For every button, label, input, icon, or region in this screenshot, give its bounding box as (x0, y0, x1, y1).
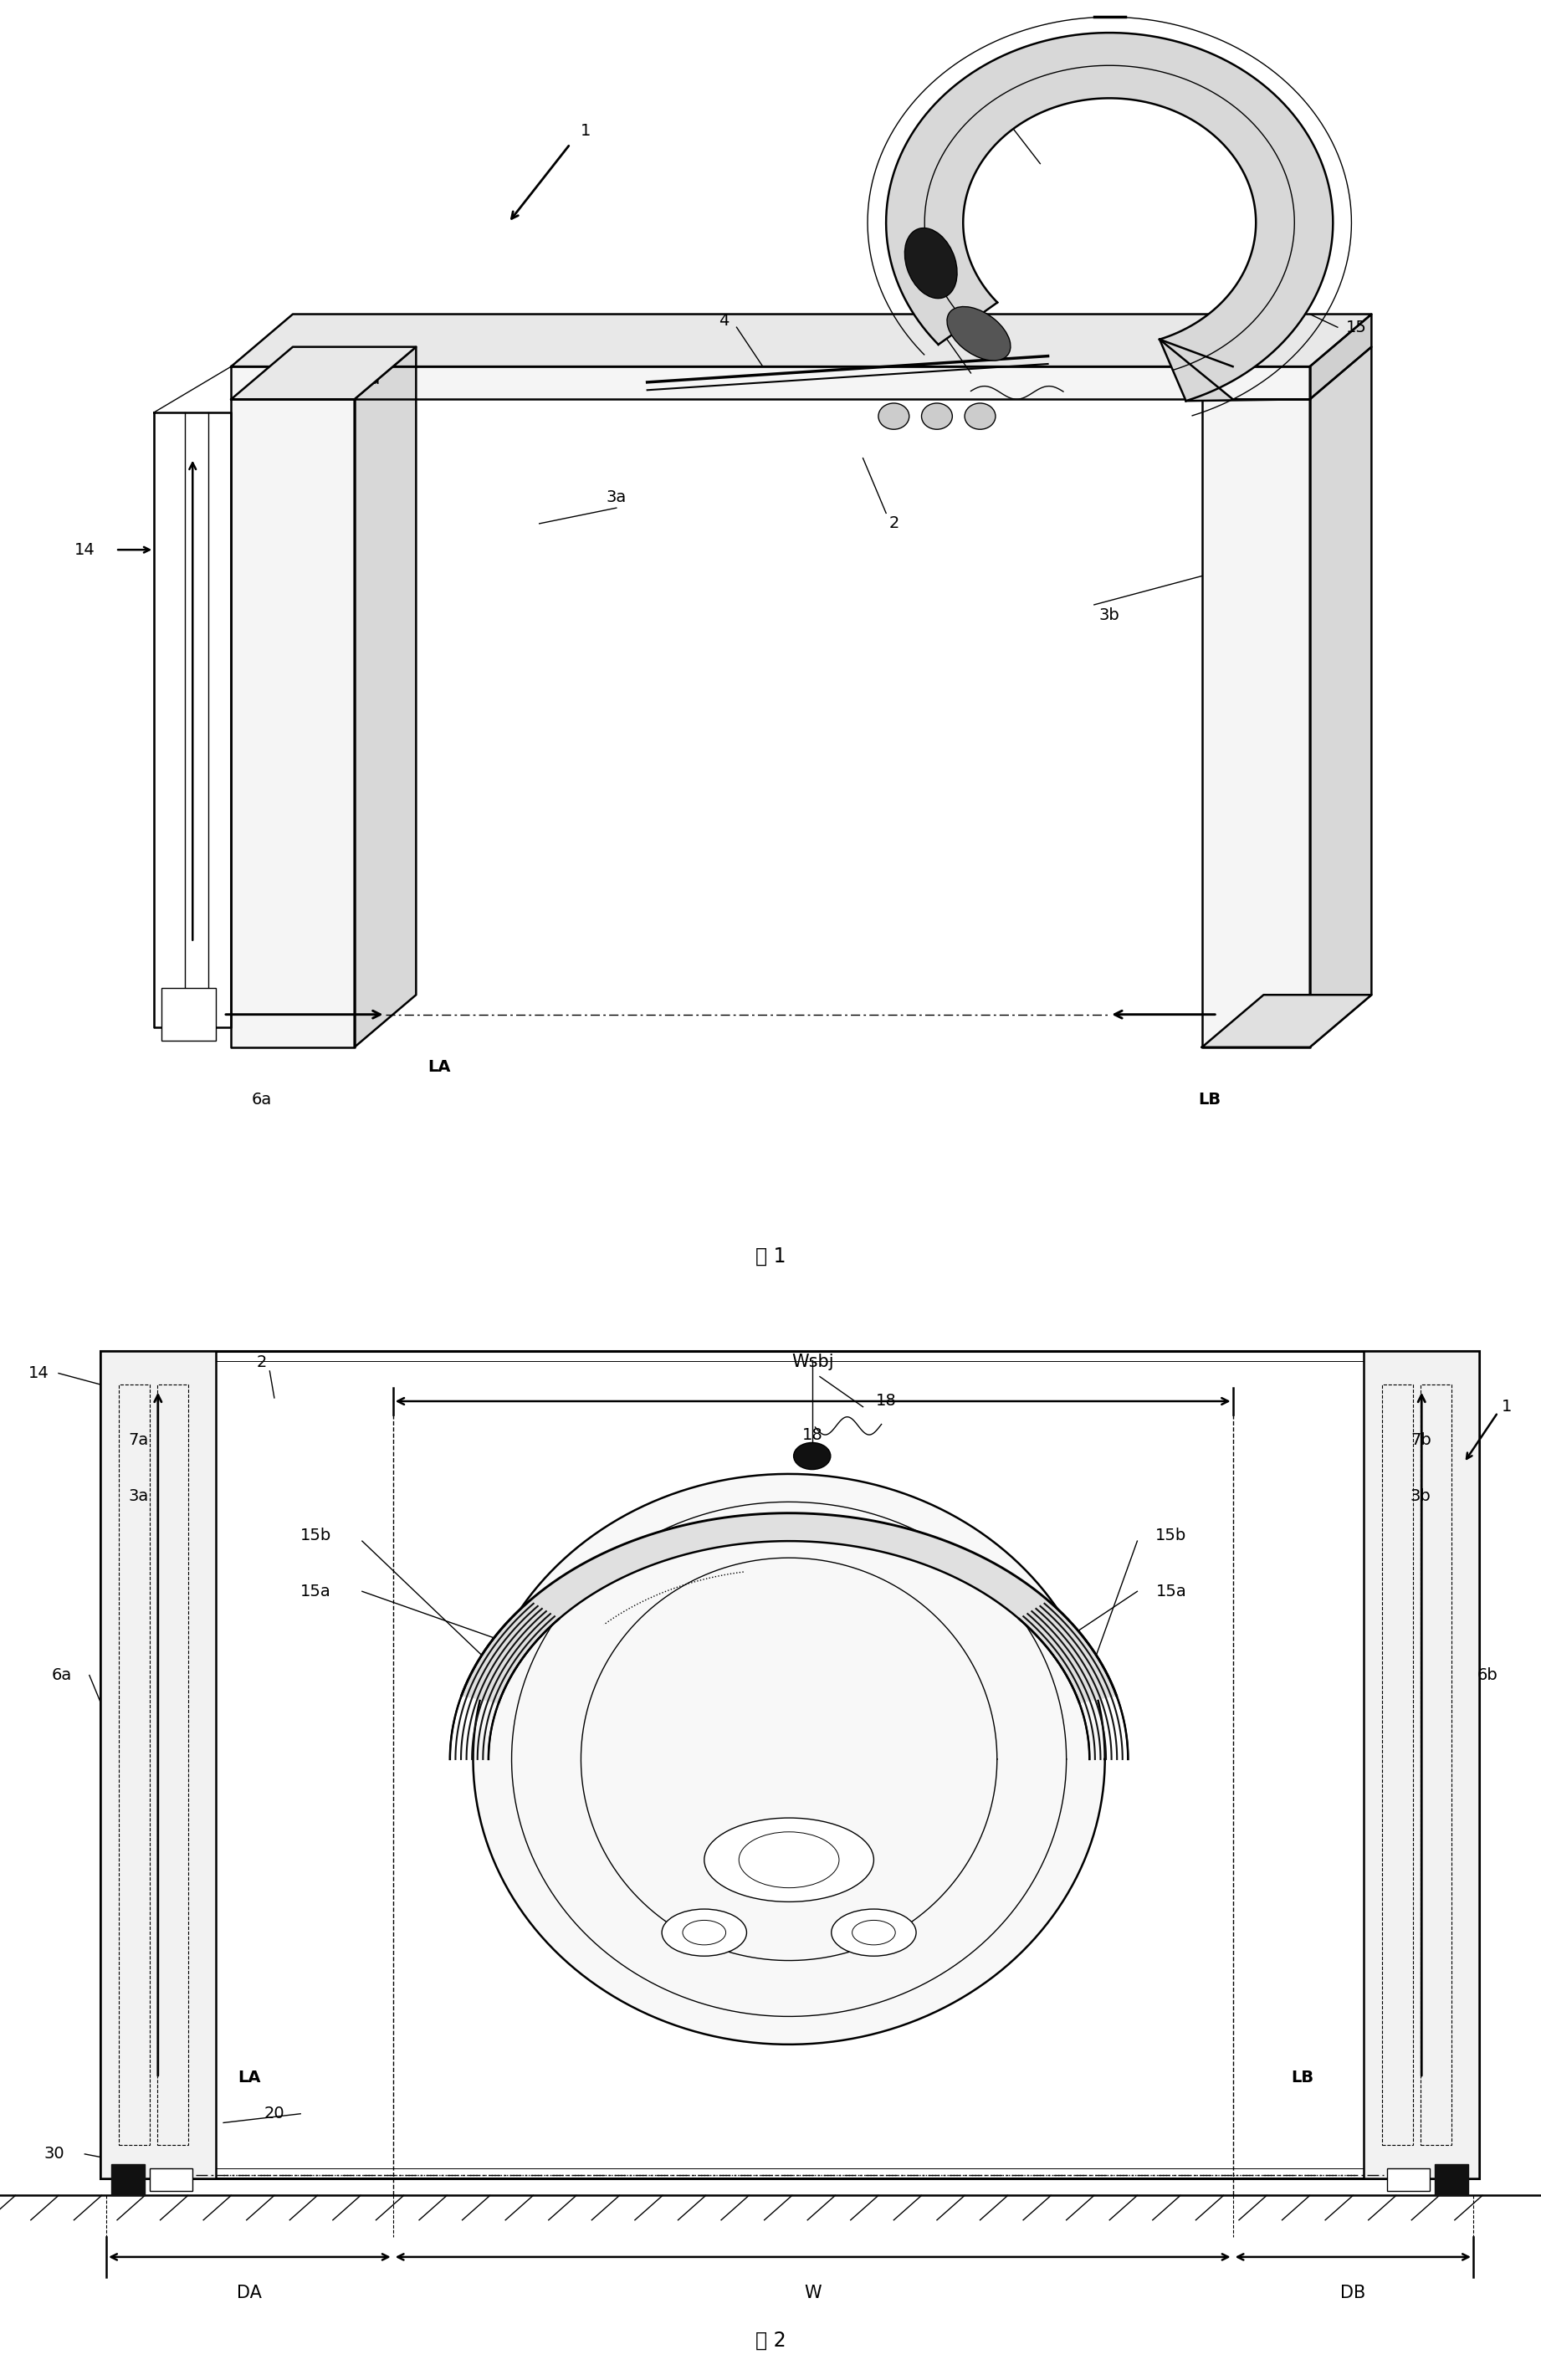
Polygon shape (1202, 400, 1310, 1047)
Polygon shape (231, 314, 1371, 367)
Ellipse shape (740, 1833, 840, 1887)
Text: 15b: 15b (1156, 1528, 1187, 1542)
Text: 图 1: 图 1 (755, 1247, 786, 1266)
Bar (100, 1352, 216, 2178)
Text: 18: 18 (875, 1392, 897, 1409)
Text: 4: 4 (720, 312, 729, 328)
Text: 15b: 15b (300, 1528, 331, 1542)
Text: 15a: 15a (300, 1583, 331, 1599)
Bar (1421, 1385, 1452, 2144)
Bar (149, 2168, 193, 2192)
Text: 16: 16 (983, 1566, 1005, 1583)
Bar (119, 1385, 149, 2144)
Bar (111, 2163, 145, 2194)
Text: 6b: 6b (1476, 1668, 1498, 1683)
Text: 7a: 7a (359, 371, 381, 388)
Ellipse shape (683, 1921, 726, 1944)
Text: 1: 1 (1502, 1399, 1512, 1414)
Text: 5: 5 (928, 319, 937, 336)
Text: 7a: 7a (128, 1433, 149, 1449)
Text: N: N (781, 1787, 797, 1809)
Ellipse shape (905, 228, 957, 298)
Polygon shape (231, 367, 1310, 400)
Text: 18: 18 (803, 1428, 823, 1442)
Text: LB: LB (1291, 2071, 1313, 2085)
Text: 17: 17 (1053, 38, 1074, 55)
Text: 15: 15 (1345, 319, 1367, 336)
Circle shape (794, 1442, 831, 1468)
Text: 1: 1 (581, 124, 590, 138)
Bar (162, 988, 216, 1040)
Ellipse shape (832, 1909, 915, 1956)
Polygon shape (1159, 340, 1310, 400)
Polygon shape (886, 33, 1333, 400)
Text: 6a: 6a (51, 1668, 72, 1683)
Polygon shape (1310, 314, 1371, 400)
Bar (157, 1385, 188, 2144)
Ellipse shape (852, 1921, 895, 1944)
Text: 16: 16 (968, 109, 989, 126)
Polygon shape (1202, 995, 1371, 1047)
Polygon shape (231, 400, 354, 1047)
Bar (1387, 2168, 1430, 2192)
Text: 图 2: 图 2 (755, 2330, 786, 2351)
Polygon shape (461, 1514, 1117, 1702)
Text: 6a: 6a (251, 1092, 273, 1107)
Text: 14: 14 (74, 543, 96, 557)
Polygon shape (231, 347, 416, 400)
Bar (100, 1352, 1479, 2178)
Text: Wsbj: Wsbj (792, 1354, 834, 1371)
Bar (1382, 1385, 1413, 2144)
Circle shape (878, 402, 909, 428)
Text: 3b: 3b (1099, 607, 1120, 624)
Text: 3b: 3b (1410, 1488, 1432, 1504)
Bar (114, 1361, 1465, 2168)
Ellipse shape (948, 307, 1011, 362)
Polygon shape (354, 347, 416, 1047)
Text: DB: DB (1341, 2285, 1365, 2301)
Text: 17: 17 (606, 1566, 627, 1583)
Text: 3a: 3a (606, 490, 627, 505)
Text: 3a: 3a (128, 1488, 149, 1504)
Ellipse shape (704, 1818, 874, 1902)
Bar (1364, 1352, 1479, 2178)
Polygon shape (473, 1473, 1105, 2044)
Text: LA: LA (428, 1059, 450, 1076)
Text: 7b: 7b (1410, 1433, 1432, 1449)
Text: 15a: 15a (1156, 1583, 1187, 1599)
Text: 2: 2 (257, 1354, 267, 1371)
Circle shape (922, 402, 952, 428)
Text: LB: LB (1199, 1092, 1220, 1107)
Text: LA: LA (239, 2071, 260, 2085)
Ellipse shape (663, 1909, 747, 1956)
Text: 20: 20 (264, 2106, 285, 2121)
Circle shape (965, 402, 995, 428)
Text: 2: 2 (889, 516, 898, 531)
Text: 30: 30 (43, 2147, 65, 2161)
Text: 14: 14 (28, 1366, 49, 1380)
Bar (1435, 2163, 1469, 2194)
Text: DA: DA (237, 2285, 262, 2301)
Text: W: W (804, 2285, 821, 2301)
Polygon shape (1310, 347, 1371, 1047)
